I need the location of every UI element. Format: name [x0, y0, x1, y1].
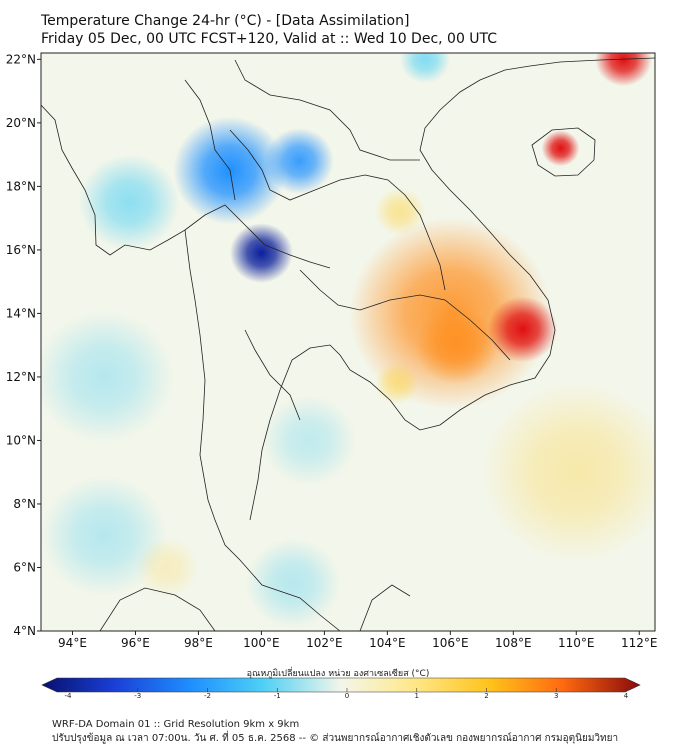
border-3 [299, 269, 511, 361]
anomaly-south-vietnam-hot [488, 296, 558, 363]
border-2 [229, 129, 446, 291]
colorbar-tick-label: 4 [623, 692, 629, 700]
colorbar-tick-marks [67, 688, 627, 692]
y-tick-label: 18°N [6, 179, 36, 193]
x-tick-label: 96°E [121, 636, 150, 650]
x-tick-label: 98°E [184, 636, 213, 650]
border-1 [184, 204, 331, 269]
coastline-hainan [531, 127, 596, 177]
y-tick-label: 6°N [13, 560, 36, 574]
y-tick-label: 16°N [6, 243, 36, 257]
y-tick-label: 12°N [6, 370, 36, 384]
colorbar-tick-label: 3 [554, 692, 559, 700]
colorbar-label: อุณหภูมิเปลี่ยนแปลง หน่วย องศาเซลเซียส (… [246, 669, 430, 679]
x-axis: 94°E 96°E 98°E 100°E 102°E 104°E 106°E 108°E 110… [58, 631, 658, 650]
anomaly-cambodia-hot [415, 306, 498, 385]
anomaly-myanmar-coast-cool [78, 154, 180, 251]
anomaly-south-china-sea-warm [481, 382, 655, 562]
anomaly-north-laos-cold [264, 128, 334, 194]
colorbar-tick-label: 2 [484, 692, 489, 700]
colorbar-tick-label: -3 [134, 692, 142, 700]
coastline-malaysia-east [359, 584, 411, 631]
colorbar-tick-label: -2 [204, 692, 211, 700]
x-tick-label: 104°E [369, 636, 406, 650]
coastlines [41, 57, 655, 631]
field-anomalies [41, 53, 655, 629]
colorbar-bar [41, 677, 641, 693]
anomaly-hainan-hot [541, 130, 580, 167]
x-tick-label: 106°E [432, 636, 469, 650]
anomaly-northeast-thai-warm [374, 187, 426, 236]
anomaly-central-thailand-cold [229, 223, 293, 283]
y-tick-label: 10°N [6, 433, 36, 447]
plot-frame [40, 52, 656, 632]
colorbar-tick-label: 0 [344, 692, 350, 700]
x-tick-label: 112°E [621, 636, 658, 650]
x-tick-label: 110°E [558, 636, 595, 650]
colorbar-tick-label: -1 [273, 692, 281, 700]
coastline-gulf [249, 57, 655, 521]
anomaly-malaysia-cool [245, 538, 341, 629]
anomaly-andaman-cool [41, 311, 174, 443]
map-title: Temperature Change 24-hr (°C) - [Data As… [41, 12, 497, 48]
y-tick-label: 8°N [13, 497, 36, 511]
y-tick-label: 4°N [13, 624, 36, 638]
x-tick-label: 94°E [58, 636, 87, 650]
border-6 [244, 329, 301, 421]
colorbar-tick-labels: -4 -3 -2 -1 0 1 2 3 4 [0, 692, 676, 704]
footer: WRF-DA Domain 01 :: Grid Resolution 9km … [52, 718, 618, 746]
x-tick-label: 102°E [306, 636, 343, 650]
anomaly-bay-bengal-warm [135, 537, 199, 598]
colorbar [41, 677, 641, 693]
anomaly-gulf-tonkin-north-cold [399, 53, 451, 84]
y-tick-label: 20°N [6, 116, 36, 130]
coastline-borneo [99, 587, 216, 631]
colorbar-tick-label: -4 [64, 692, 72, 700]
coastline-mainland [41, 104, 341, 631]
colorbar-tick-label: 1 [414, 692, 419, 700]
anomaly-south-china-hot [595, 53, 652, 87]
border-5 [184, 79, 236, 201]
border-4 [234, 59, 420, 161]
footer-line-2: ปรับปรุงข้อมูล ณ เวลา 07:00น. วัน ศ. ที่… [52, 733, 619, 744]
y-axis: 22°N 20°N 18°N 16°N 14°N 12°N 10°N 8°N 6°N 4°N [6, 52, 41, 638]
footer-line-1: WRF-DA Domain 01 :: Grid Resolution 9km … [52, 719, 300, 730]
title-line-2: Friday 05 Dec, 00 UTC FCST+120, Valid at… [41, 31, 498, 47]
anomaly-east-thailand-hot [374, 362, 419, 405]
x-tick-label: 108°E [495, 636, 532, 650]
anomaly-andaman-south-cool [41, 475, 167, 596]
anomaly-thai-gulf-cool [261, 395, 356, 486]
title-line-1: Temperature Change 24-hr (°C) - [Data As… [41, 13, 410, 29]
y-tick-label: 22°N [6, 52, 36, 66]
temperature-field [41, 53, 655, 631]
y-tick-label: 14°N [6, 306, 36, 320]
x-tick-label: 100°E [243, 636, 280, 650]
